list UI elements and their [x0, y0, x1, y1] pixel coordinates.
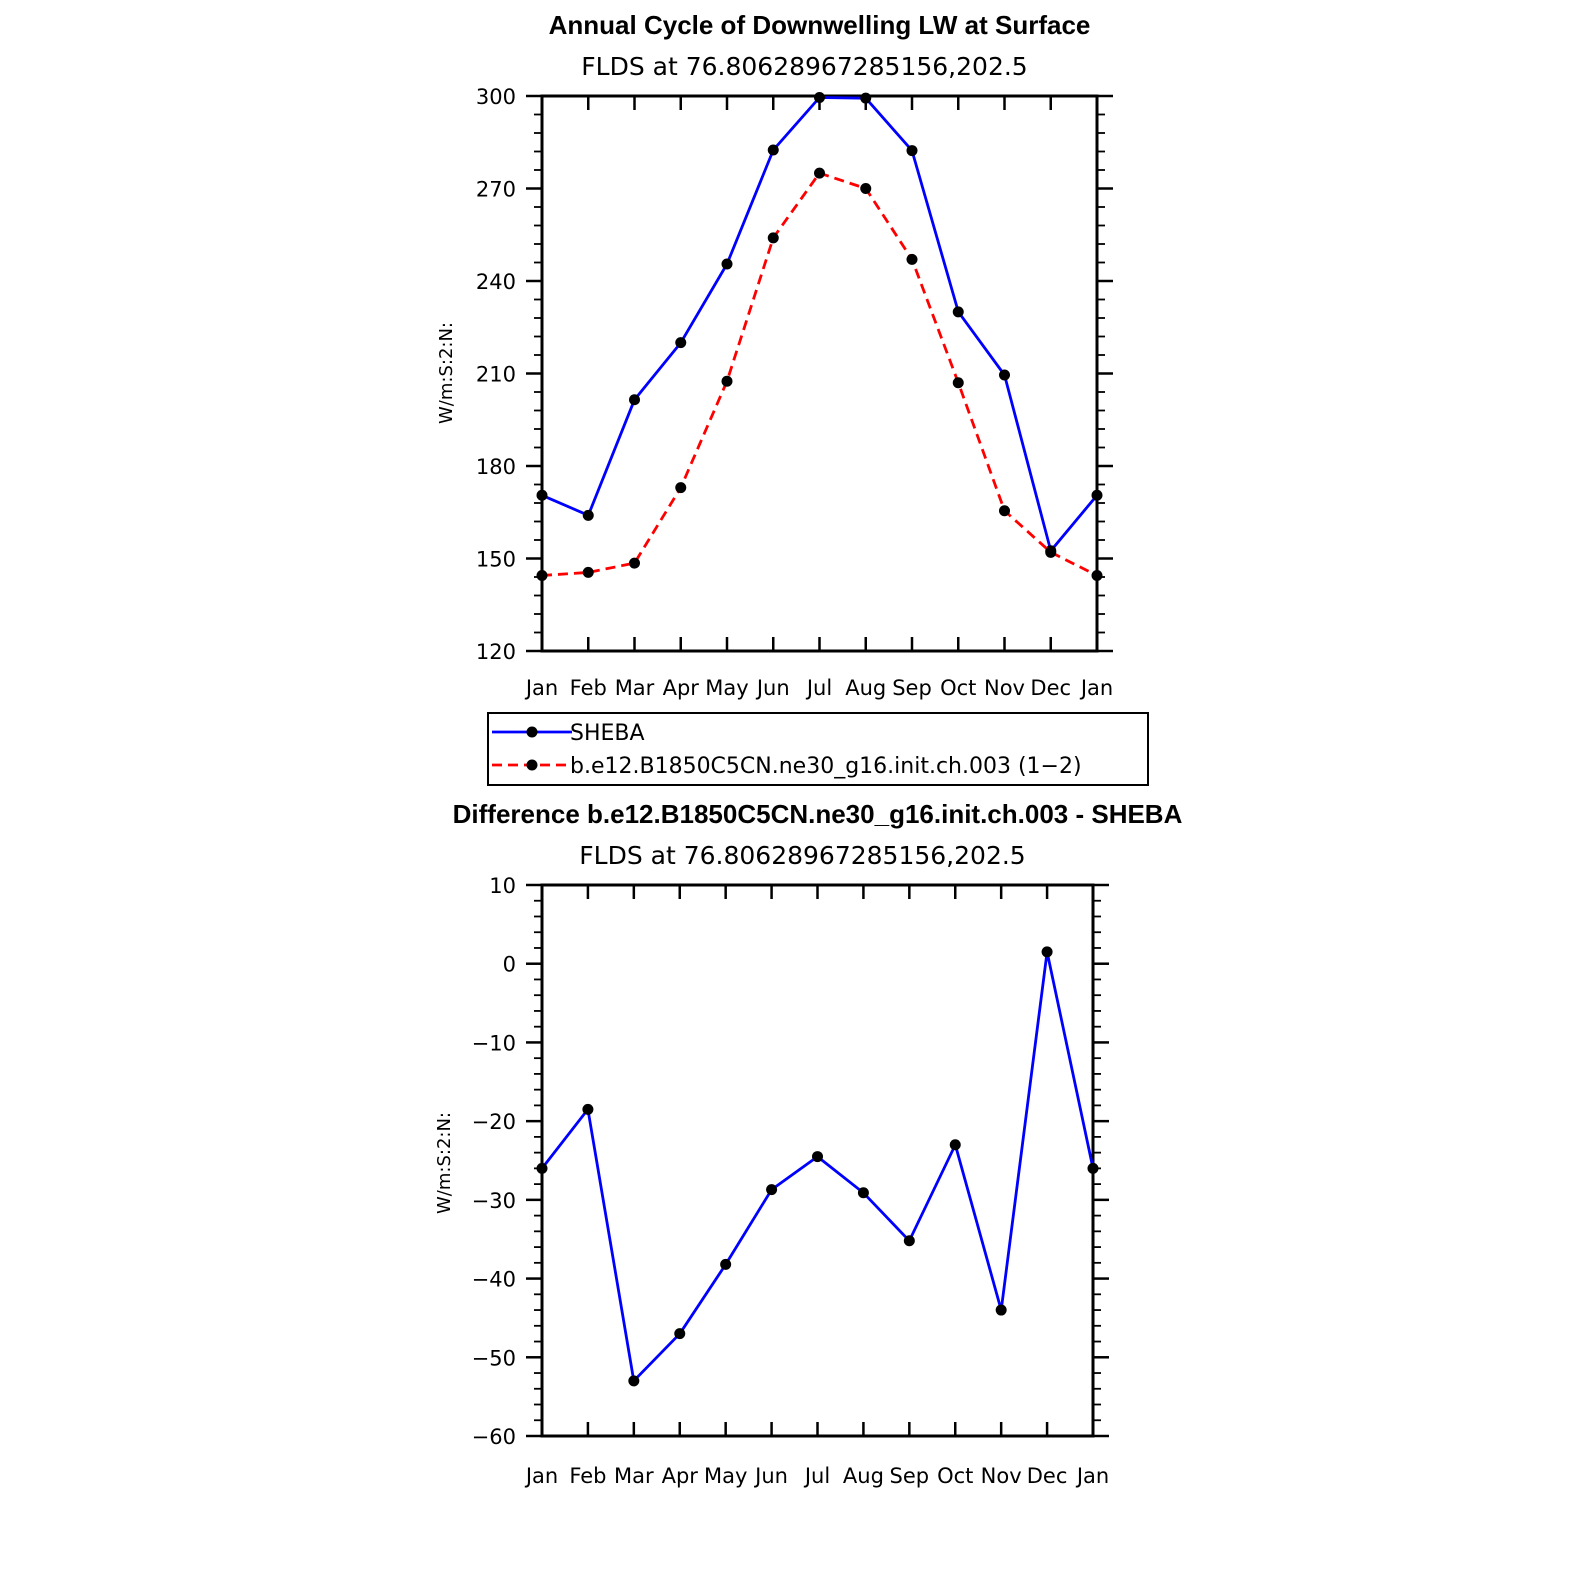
chart-title: Annual Cycle of Downwelling LW at Surfac…	[549, 10, 1091, 40]
y-tick-label: −10	[472, 1031, 516, 1055]
y-tick-label: 180	[476, 455, 516, 479]
x-tick-label: Jan	[1079, 676, 1113, 700]
data-point-1-12	[1091, 569, 1103, 581]
data-point-0-12	[1087, 1162, 1099, 1174]
y-tick-label: 0	[503, 953, 516, 977]
data-point-0-6	[814, 92, 825, 104]
x-tick-label: Aug	[843, 1464, 884, 1488]
data-point-0-9	[949, 1139, 961, 1151]
chart-subtitle: FLDS at 76.80628967285156,202.5	[579, 841, 1025, 870]
data-point-0-2	[629, 394, 640, 406]
data-point-1-3	[675, 482, 687, 494]
data-point-1-5	[767, 232, 779, 244]
data-point-1-1	[582, 566, 594, 578]
plot-frame	[540, 94, 1099, 653]
x-tick-label: Oct	[940, 676, 976, 700]
x-tick-label: Dec	[1030, 676, 1071, 700]
data-point-0-5	[766, 1184, 778, 1196]
y-tick-label: −30	[472, 1189, 516, 1213]
x-tick-label: Sep	[892, 676, 932, 700]
data-point-1-10	[999, 505, 1010, 517]
y-tick-label: 300	[476, 85, 516, 109]
x-tick-label: Oct	[937, 1464, 973, 1488]
x-tick-label: Jul	[803, 1464, 830, 1488]
x-tick-label: Jul	[805, 676, 832, 700]
x-tick-label: Apr	[663, 676, 700, 700]
y-tick-label: 10	[489, 874, 516, 898]
data-point-0-8	[903, 1235, 915, 1247]
x-tick-label: Jun	[755, 676, 790, 700]
chart-title: Difference b.e12.B1850C5CN.ne30_g16.init…	[453, 799, 1183, 829]
x-tick-label: Feb	[569, 1464, 606, 1488]
y-axis-label: W/m:S:2:N:	[436, 322, 457, 424]
data-point-0-8	[906, 145, 918, 157]
data-point-0-10	[995, 1304, 1007, 1316]
series-line-0	[541, 96, 1099, 553]
x-tick-label: Jun	[753, 1464, 788, 1488]
legend-marker-0	[526, 726, 538, 738]
x-tick-label: Mar	[615, 676, 655, 700]
x-tick-label: May	[705, 676, 748, 700]
x-tick-label: May	[704, 1464, 747, 1488]
y-tick-label: 120	[476, 640, 516, 664]
data-point-1-11	[1045, 546, 1057, 558]
x-tick-label: Feb	[570, 676, 607, 700]
x-tick-label: Apr	[662, 1464, 699, 1488]
legend-box	[487, 712, 1149, 786]
x-tick-label: Jan	[524, 1464, 558, 1488]
data-point-0-4	[721, 258, 733, 270]
data-point-0-0	[536, 1162, 548, 1174]
legend-label-1: b.e12.B1850C5CN.ne30_g16.init.ch.003 (1−…	[570, 754, 1082, 779]
data-point-0-9	[952, 306, 964, 318]
y-tick-label: −40	[472, 1268, 516, 1292]
data-point-1-4	[721, 375, 733, 387]
x-tick-label: Nov	[984, 676, 1025, 700]
data-point-0-1	[582, 1103, 594, 1115]
x-tick-label: Nov	[981, 1464, 1022, 1488]
difference-panel: Difference b.e12.B1850C5CN.ne30_g16.init…	[434, 799, 1183, 1488]
y-tick-label: 150	[476, 548, 516, 572]
x-tick-label: Jan	[524, 676, 558, 700]
data-point-0-12	[1091, 489, 1103, 501]
data-point-1-6	[814, 167, 825, 179]
x-tick-label: Mar	[614, 1464, 654, 1488]
data-point-0-3	[674, 1328, 686, 1340]
data-point-0-1	[582, 509, 594, 521]
data-point-0-7	[860, 92, 872, 104]
data-point-0-3	[675, 337, 687, 349]
y-tick-label: 210	[476, 363, 516, 387]
data-point-0-10	[999, 369, 1010, 381]
x-tick-label: Dec	[1027, 1464, 1068, 1488]
data-point-1-2	[629, 557, 640, 569]
y-tick-label: −50	[472, 1346, 516, 1370]
data-point-0-7	[857, 1187, 869, 1199]
data-point-0-5	[767, 144, 779, 156]
data-point-0-6	[812, 1151, 823, 1163]
y-tick-label: −20	[472, 1110, 516, 1134]
legend-label-0: SHEBA	[570, 721, 645, 746]
annual-cycle-panel: Annual Cycle of Downwelling LW at Surfac…	[436, 10, 1113, 700]
series-line-1	[541, 171, 1098, 577]
data-point-0-0	[536, 489, 548, 501]
y-tick-label: 240	[476, 270, 516, 294]
y-axis-label: W/m:S:2:N:	[434, 1112, 455, 1214]
x-tick-label: Aug	[845, 676, 886, 700]
legend-marker-1	[526, 759, 538, 771]
x-tick-label: Jan	[1075, 1464, 1109, 1488]
legend: SHEBA b.e12.B1850C5CN.ne30_g16.init.ch.00…	[487, 712, 1149, 786]
data-point-1-8	[906, 253, 918, 265]
x-tick-label: Sep	[890, 1464, 930, 1488]
data-point-0-4	[720, 1258, 732, 1270]
data-point-1-7	[860, 183, 872, 194]
y-tick-label: −60	[472, 1425, 516, 1449]
series-line-0	[540, 950, 1095, 1383]
data-point-1-0	[536, 569, 548, 581]
data-point-0-11	[1041, 946, 1053, 958]
y-tick-label: 270	[476, 178, 516, 202]
data-point-1-9	[952, 377, 964, 389]
chart-subtitle: FLDS at 76.80628967285156,202.5	[581, 52, 1027, 81]
data-point-0-2	[628, 1375, 640, 1387]
